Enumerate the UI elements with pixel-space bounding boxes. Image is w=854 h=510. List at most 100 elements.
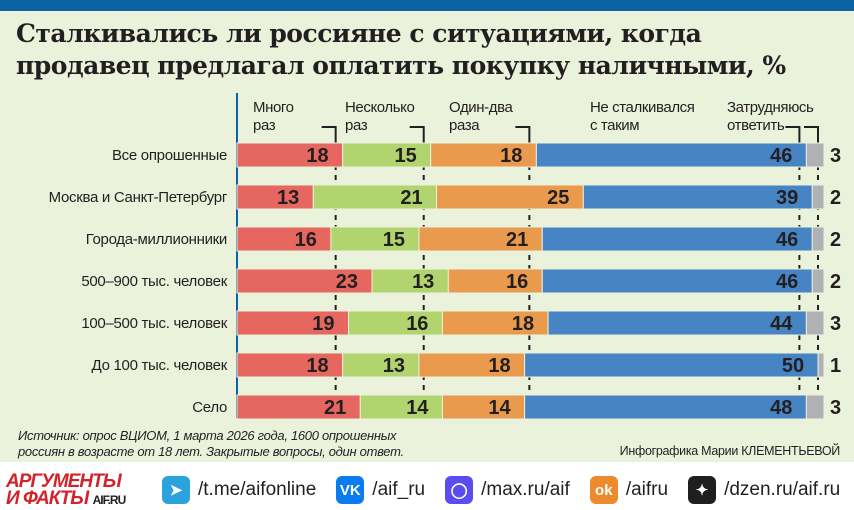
category-label: До 100 тыс. человек: [92, 357, 228, 374]
bar-segment: [348, 310, 443, 336]
legend-label: раза: [449, 117, 480, 134]
legend-label: раз: [345, 117, 368, 134]
social-link[interactable]: ➤ /t.me/aifonline: [162, 476, 316, 504]
data-label: 21: [506, 229, 528, 251]
data-label: 50: [782, 355, 804, 377]
bar-segment: [371, 268, 449, 294]
social-link[interactable]: VK/aif_ru: [336, 476, 425, 504]
data-label: 46: [776, 229, 798, 251]
data-label: 46: [770, 145, 792, 167]
data-label: 19: [312, 313, 334, 335]
data-label: 2: [830, 187, 841, 209]
bar-segment: [236, 394, 361, 420]
bar-segment: [524, 394, 807, 420]
social-link[interactable]: ok/aifru: [589, 476, 668, 504]
bar-segment: [418, 352, 526, 378]
bar-segment: [547, 310, 807, 336]
bar-segment: [342, 352, 420, 378]
bar-segment: [447, 268, 543, 294]
data-label: 48: [770, 397, 792, 419]
bar-segment: [541, 226, 813, 252]
dzen-icon: ✦: [688, 476, 717, 504]
logo-line: АРГУМЕНТЫ: [6, 471, 122, 492]
data-label: 18: [500, 145, 522, 167]
source-note: Источник: опрос ВЦИОМ, 1 марта 2026 года…: [18, 428, 404, 460]
bar-segment: [811, 184, 825, 210]
category-label: Село: [192, 399, 227, 416]
bar-segment: [236, 184, 314, 210]
data-label: 16: [295, 229, 317, 251]
data-label: 14: [406, 397, 429, 419]
bar-segment: [418, 226, 543, 252]
bar-segment: [359, 394, 443, 420]
data-label: 13: [383, 355, 405, 377]
bar-segment: [811, 226, 825, 252]
data-label: 3: [830, 397, 841, 419]
bar-segment: [342, 142, 432, 168]
legend-leader: [409, 126, 425, 150]
bar-segment: [236, 352, 344, 378]
aif-logo[interactable]: АРГУМЕНТЫ И ФАКТЫ AIF.RU: [6, 471, 146, 509]
legend-label: Затрудняюсь: [727, 99, 814, 116]
legend-label: с таким: [590, 117, 639, 134]
bar-segment: [582, 184, 813, 210]
category-label: 100–500 тыс. человек: [81, 315, 227, 332]
data-label: 23: [336, 271, 358, 293]
social-link-text: /t.me/aifonline: [198, 479, 317, 500]
bar-segment: [236, 310, 350, 336]
category-label: 500–900 тыс. человек: [81, 273, 227, 290]
data-label: 16: [406, 313, 428, 335]
bar-segment: [524, 352, 819, 378]
telegram-icon: ➤: [162, 476, 190, 504]
legend-label: раз: [253, 117, 276, 134]
credit: Инфографика Марии КЛЕМЕНТЬЕВОЙ: [619, 444, 841, 458]
bar-segment: [312, 184, 438, 210]
legend-label: Не сталкивался: [590, 99, 695, 116]
source-line: Источник: опрос ВЦИОМ, 1 марта 2026 года…: [18, 428, 397, 443]
data-label: 18: [306, 355, 328, 377]
data-label: 1: [830, 355, 841, 377]
data-label: 25: [547, 187, 569, 209]
social-link-text: /aif_ru: [372, 479, 426, 500]
social-link-text: /max.ru/aif: [481, 479, 570, 500]
data-label: 15: [394, 145, 416, 167]
legend-leader: [785, 126, 801, 150]
data-label: 18: [488, 355, 510, 377]
bar-segment: [817, 352, 825, 378]
legend-label: Много: [253, 99, 294, 116]
logo-line: И ФАКТЫ: [6, 488, 89, 509]
bar-segment: [330, 226, 420, 252]
social-link-text: /dzen.ru/aif.ru: [724, 479, 841, 500]
data-label: 18: [306, 145, 328, 167]
data-label: 21: [324, 397, 346, 419]
category-label: Города-миллионники: [86, 231, 227, 248]
data-label: 14: [488, 397, 511, 419]
social-link[interactable]: ◯ /max.ru/aif: [445, 476, 570, 504]
data-label: 3: [830, 145, 841, 167]
social-link[interactable]: ✦ /dzen.ru/aif.ru: [688, 476, 840, 504]
max-icon: ◯: [445, 476, 474, 504]
legend-label: Один-два: [449, 99, 514, 116]
legend-leader: [321, 126, 337, 150]
data-label: 2: [830, 229, 841, 251]
bar-segment: [805, 394, 825, 420]
bar-segment: [441, 394, 526, 420]
bar-segment: [541, 268, 813, 294]
logo-site: AIF.RU: [92, 493, 127, 507]
footer: АРГУМЕНТЫ И ФАКТЫ AIF.RU ➤ /t.me/aifonlin…: [0, 470, 854, 510]
data-label: 13: [277, 187, 299, 209]
odnoklassniki-icon: ok: [589, 476, 618, 504]
data-label: 46: [776, 271, 798, 293]
legend-leader: [515, 126, 531, 150]
vk-icon: VK: [336, 476, 365, 504]
data-label: 2: [830, 271, 841, 293]
bar-segment: [236, 268, 373, 294]
bar-segment: [436, 184, 584, 210]
legend-label: ответить: [727, 117, 785, 134]
category-label: Москва и Санкт-Петербург: [49, 189, 228, 206]
category-label: Все опрошенные: [112, 147, 227, 164]
data-label: 18: [512, 313, 534, 335]
source-line: россиян в возрасте от 18 лет. Закрытые в…: [18, 444, 404, 459]
